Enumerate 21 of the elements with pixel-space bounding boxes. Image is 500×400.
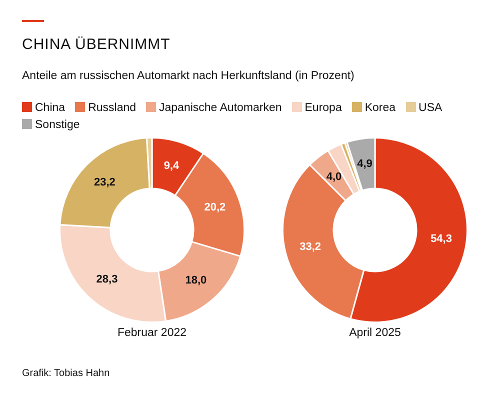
data-label: 18,0 (185, 274, 207, 286)
chart-title: CHINA ÜBERNIMMT (22, 36, 170, 53)
data-label: 4,9 (357, 158, 372, 170)
data-label: 23,2 (94, 176, 116, 189)
legend-label: Sonstige (34, 118, 80, 133)
legend-label: Europa (304, 101, 342, 116)
data-label: 28,3 (96, 274, 118, 286)
legend-label: Russland (87, 101, 136, 116)
legend-label: USA (418, 101, 442, 116)
data-label: 33,2 (300, 241, 322, 254)
data-label: 9,4 (164, 160, 180, 172)
chart-subtitle: Anteile am russischen Automarkt nach Herkunftsland (in Prozent) (22, 70, 354, 82)
text: Grafik: Tobias Hahn (22, 368, 110, 379)
data-label: 4,0 (326, 171, 342, 184)
data-label: 20,2 (204, 201, 226, 214)
legend-label: Korea (364, 101, 396, 116)
data-label: 54,3 (430, 233, 452, 246)
slice-label: April 2025 (348, 327, 402, 339)
slice-label: Februar 2022 (116, 327, 188, 339)
legend-label: China (34, 101, 66, 116)
legend-label: Japanische Automarken (158, 101, 282, 116)
